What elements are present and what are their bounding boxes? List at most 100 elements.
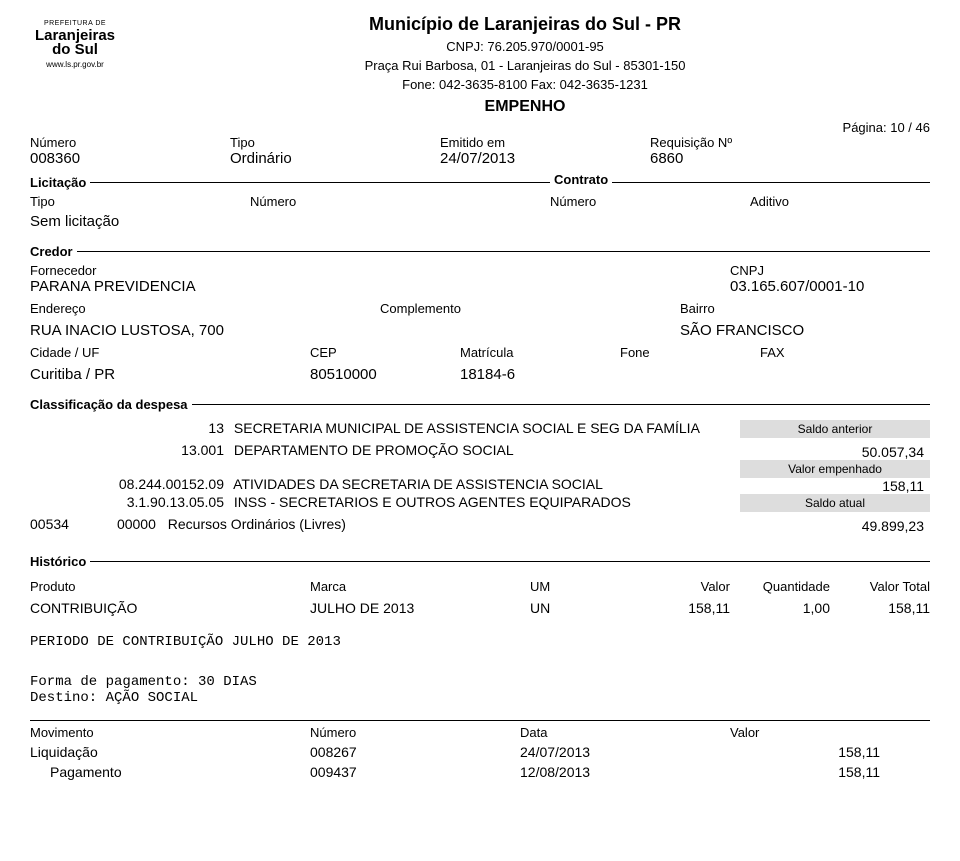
class-line-4: 00534 00000 Recursos Ordinários (Livres)… (30, 516, 930, 540)
hdr-mov-valor: Valor (730, 725, 930, 740)
contrato-legend: Contrato (550, 172, 612, 187)
lbl-fornecedor: Fornecedor (30, 263, 730, 278)
mov0-valor: 158,11 (730, 744, 930, 760)
hdr-valor: Valor (610, 579, 730, 594)
historico-section: Histórico Produto Marca UM Valor Quantid… (30, 554, 930, 786)
class-code-1: 13.001 (80, 442, 230, 458)
credor-row2-labels: Endereço Complemento Bairro (30, 301, 930, 316)
lbl-complemento: Complemento (380, 301, 680, 316)
lbl-cnpj: CNPJ (730, 263, 930, 278)
val-qtd: 1,00 (730, 600, 830, 616)
val-tipo: Ordinário (230, 150, 440, 167)
val-numero: 008360 (30, 150, 230, 167)
doc-title: EMPENHO (120, 98, 930, 116)
val-matricula: 18184-6 (460, 366, 620, 383)
class-desc-1: DEPARTAMENTO DE PROMOÇÃO SOCIAL (234, 442, 514, 458)
recurso-a: 00534 (30, 516, 90, 532)
hdr-marca: Marca (310, 579, 530, 594)
hdr-um: UM (530, 579, 610, 594)
ident-labels: Número Tipo Emitido em Requisição Nº (30, 135, 930, 150)
classificacao-section: Classificação da despesa 13 SECRETARIA M… (30, 397, 930, 546)
class-desc-3: INSS - SECRETARIOS E OUTROS AGENTES EQUI… (234, 494, 631, 510)
saldo-atual-lbl: Saldo atual (740, 494, 930, 512)
lbl-emitido: Emitido em (440, 135, 650, 150)
class-line-3: 3.1.90.13.05.05 INSS - SECRETARIOS E OUT… (30, 494, 930, 512)
licitacao-labels: Tipo Número Contrato Número Aditivo (30, 194, 930, 209)
mov0-numero: 008267 (310, 744, 520, 760)
header: PREFEITURA DE Laranjeiras do Sul www.ls.… (30, 10, 930, 116)
credor-row2-values: RUA INACIO LUSTOSA, 700 SÃO FRANCISCO (30, 322, 930, 339)
movimento-header: Movimento Número Data Valor (30, 720, 930, 740)
header-cnpj: CNPJ: 76.205.970/0001-95 (120, 39, 930, 54)
recurso-b: 00000 (94, 516, 164, 532)
class-code-2: 08.244.00152.09 (80, 476, 230, 492)
lbl-cep: CEP (310, 345, 460, 360)
lbl-fone: Fone (620, 345, 760, 360)
val-emitido: 24/07/2013 (440, 150, 650, 167)
val-um: UN (530, 600, 610, 616)
classificacao-legend: Classificação da despesa (30, 397, 192, 412)
class-line-0: 13 SECRETARIA MUNICIPAL DE ASSISTENCIA S… (30, 420, 930, 438)
saldo-atual-val: 49.899,23 (740, 516, 930, 540)
municipality-title: Município de Laranjeiras do Sul - PR (120, 14, 930, 35)
lbl-tipo: Tipo (230, 135, 440, 150)
hdr-qtd: Quantidade (730, 579, 830, 594)
val-endereco: RUA INACIO LUSTOSA, 700 (30, 322, 380, 339)
hdr-mov-data: Data (520, 725, 730, 740)
mov1-mov: Pagamento (30, 764, 310, 780)
historico-legend: Histórico (30, 554, 90, 569)
val-bairro: SÃO FRANCISCO (680, 322, 930, 339)
licitacao-section: Licitação Tipo Número Contrato Número Ad… (30, 175, 930, 236)
lbl-fax: FAX (760, 345, 930, 360)
val-marca: JULHO DE 2013 (310, 600, 530, 616)
val-cnpj: 03.165.607/0001-10 (730, 278, 930, 295)
class-code-0: 13 (80, 420, 230, 436)
credor-row3-values: Curitiba / PR 80510000 18184-6 (30, 366, 930, 383)
credor-section: Credor Fornecedor CNPJ PARANA PREVIDENCI… (30, 244, 930, 389)
produto-row: CONTRIBUIÇÃO JULHO DE 2013 UN 158,11 1,0… (30, 600, 930, 616)
mov1-data: 12/08/2013 (520, 764, 730, 780)
lbl-contrato-numero: Número (550, 194, 596, 209)
hdr-mov-numero: Número (310, 725, 520, 740)
val-valor: 158,11 (610, 600, 730, 616)
logo-url: www.ls.pr.gov.br (30, 61, 120, 70)
lbl-lic-numero: Número (250, 194, 550, 209)
destino-text: Destino: AÇÃO SOCIAL (30, 690, 930, 706)
periodo-text: PERIODO DE CONTRIBUIÇÃO JULHO DE 2013 (30, 634, 930, 650)
val-total: 158,11 (830, 600, 930, 616)
class-desc-0: SECRETARIA MUNICIPAL DE ASSISTENCIA SOCI… (234, 420, 700, 436)
val-produto: CONTRIBUIÇÃO (30, 600, 310, 616)
credor-row1-labels: Fornecedor CNPJ (30, 263, 930, 278)
val-requisicao: 6860 (650, 150, 930, 167)
hdr-produto: Produto (30, 579, 310, 594)
movimento-row-0: Liquidação 008267 24/07/2013 158,11 (30, 744, 930, 760)
lbl-lic-tipo: Tipo (30, 194, 250, 209)
forma-text: Forma de pagamento: 30 DIAS (30, 674, 930, 690)
mov1-numero: 009437 (310, 764, 520, 780)
lbl-endereco: Endereço (30, 301, 380, 316)
credor-row3-labels: Cidade / UF CEP Matrícula Fone FAX (30, 345, 930, 360)
val-cidade: Curitiba / PR (30, 366, 310, 383)
licitacao-legend: Licitação (30, 175, 90, 190)
credor-legend: Credor (30, 244, 77, 259)
header-center: Município de Laranjeiras do Sul - PR CNP… (120, 10, 930, 116)
val-cep: 80510000 (310, 366, 460, 383)
lbl-requisicao: Requisição Nº (650, 135, 930, 150)
header-fone: Fone: 042-3635-8100 Fax: 042-3635-1231 (120, 77, 930, 92)
header-address: Praça Rui Barbosa, 01 - Laranjeiras do S… (120, 58, 930, 73)
page: PREFEITURA DE Laranjeiras do Sul www.ls.… (0, 0, 960, 806)
class-desc-2: ATIVIDADES DA SECRETARIA DE ASSISTENCIA … (233, 476, 603, 492)
saldo-anterior-lbl: Saldo anterior (740, 420, 930, 438)
val-fornecedor: PARANA PREVIDENCIA (30, 278, 730, 295)
mov0-data: 24/07/2013 (520, 744, 730, 760)
lbl-matricula: Matrícula (460, 345, 620, 360)
mov1-valor: 158,11 (730, 764, 930, 780)
lbl-cidade: Cidade / UF (30, 345, 310, 360)
lbl-aditivo: Aditivo (750, 194, 930, 209)
val-lic-tipo: Sem licitação (30, 213, 930, 230)
page-number: Página: 10 / 46 (30, 120, 930, 135)
recurso-desc: Recursos Ordinários (Livres) (168, 516, 346, 532)
produto-header: Produto Marca UM Valor Quantidade Valor … (30, 579, 930, 594)
class-code-3: 3.1.90.13.05.05 (80, 494, 230, 510)
hdr-total: Valor Total (830, 579, 930, 594)
